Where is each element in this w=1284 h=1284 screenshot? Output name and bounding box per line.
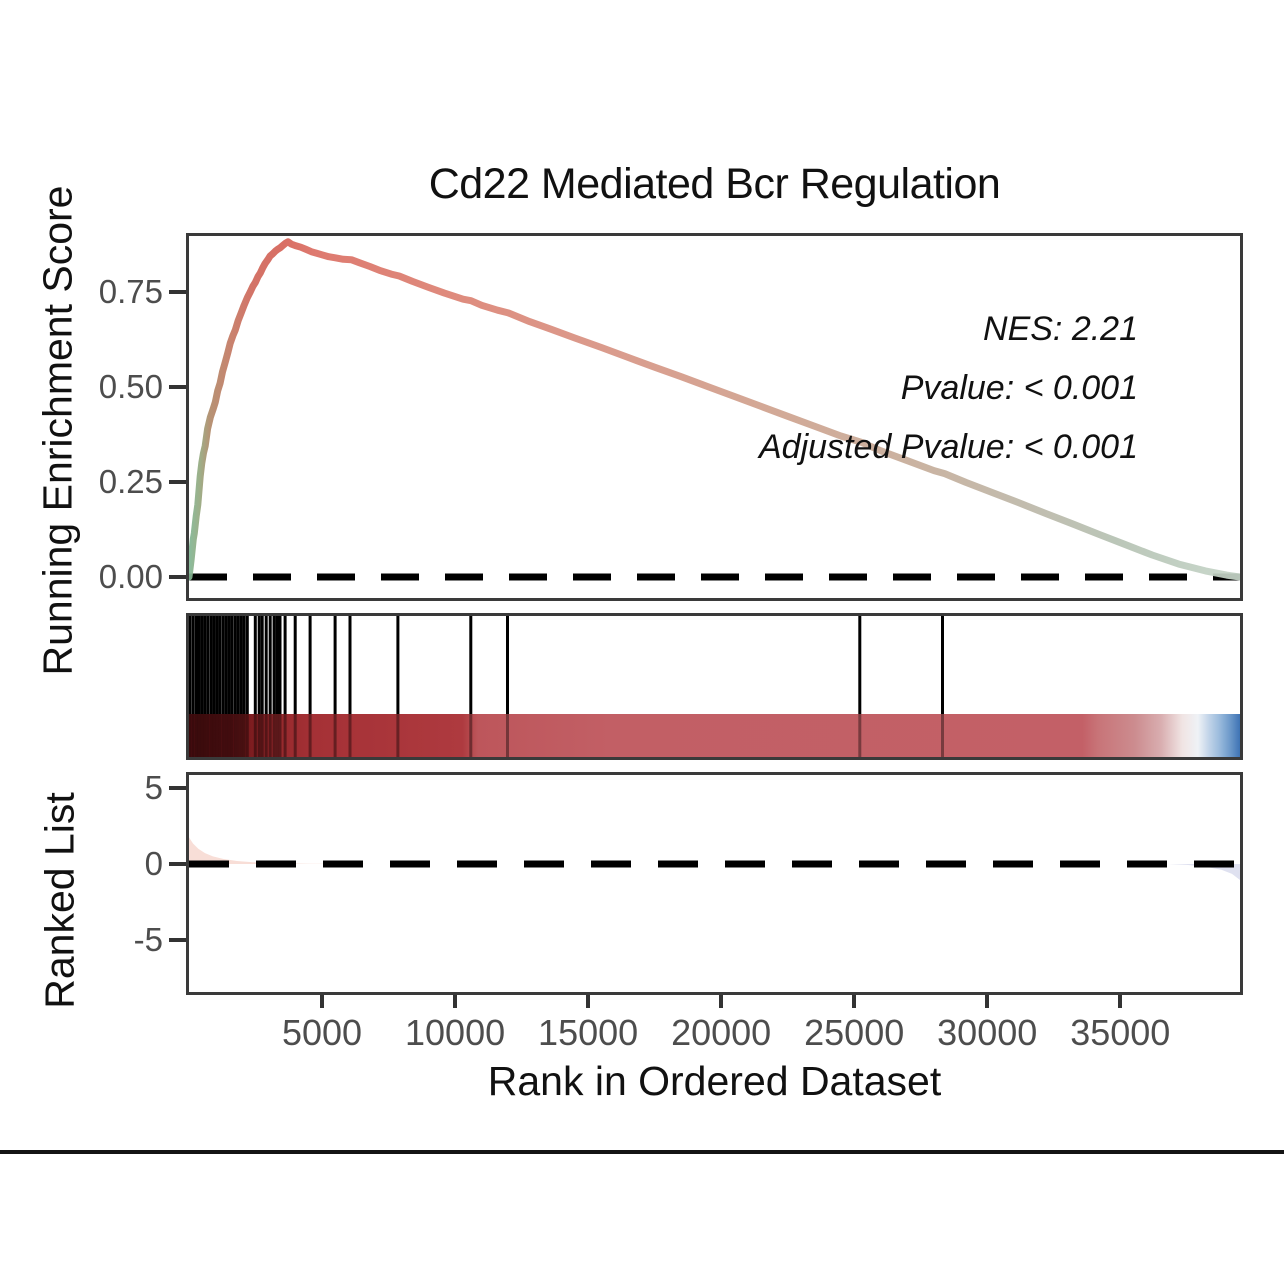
chart-title: Cd22 Mediated Bcr Regulation [428,160,1001,208]
gene-hits-panel [186,613,1243,760]
running-es-curve [189,238,1240,581]
es-y-tick-mark [169,290,186,294]
es-y-tick-mark [169,575,186,579]
bottom-divider-line [0,1150,1284,1154]
rank-metric-colorbar [189,714,1240,757]
running-es-panel [186,233,1243,601]
es-y-tick-label: 0.75 [98,273,163,310]
x-tick-mark [719,995,724,1008]
es-y-tick-label: 0.50 [98,368,163,405]
rank-y-tick-mark [169,938,186,942]
x-tick-label: 5000 [281,1012,363,1053]
nes-annotation: NES: 2.21 [983,310,1138,348]
x-tick-label: 15000 [538,1012,639,1053]
es-y-tick-mark [169,480,186,484]
adjusted-pvalue-annotation: Adjusted Pvalue: < 0.001 [759,428,1138,466]
pvalue-annotation: Pvalue: < 0.001 [900,369,1138,407]
rank-y-tick-label: 5 [144,769,163,806]
x-tick-mark [586,995,591,1008]
x-tick-label: 20000 [671,1012,772,1053]
ranked-list-panel [186,772,1243,995]
x-tick-label: 30000 [937,1012,1038,1053]
x-tick-label: 10000 [405,1012,506,1053]
rank-y-tick-mark [169,786,186,790]
ranked-list-area [189,837,1240,880]
es-y-tick-mark [169,385,186,389]
es-y-axis-label: Running Enrichment Score [34,185,81,676]
es-y-tick-label: 0.00 [98,558,163,595]
x-tick-mark [985,995,990,1008]
x-axis-label: Rank in Ordered Dataset [487,1058,942,1104]
rank-y-tick-mark [169,862,186,866]
x-tick-mark [852,995,857,1008]
gene-hit-ticks [189,616,944,757]
x-tick-mark [1118,995,1123,1008]
stats-annotations: NES: 2.21 Pvalue: < 0.001 Adjusted Pvalu… [759,300,1138,477]
rank-y-axis-label: Ranked List [36,792,83,1009]
rank-y-tick-label: -5 [133,921,163,958]
x-tick-mark [453,995,458,1008]
es-y-tick-label: 0.25 [98,463,163,500]
rank-y-tick-label: 0 [144,845,163,882]
x-tick-mark [320,995,325,1008]
x-tick-label: 35000 [1070,1012,1171,1053]
x-tick-label: 25000 [804,1012,905,1053]
